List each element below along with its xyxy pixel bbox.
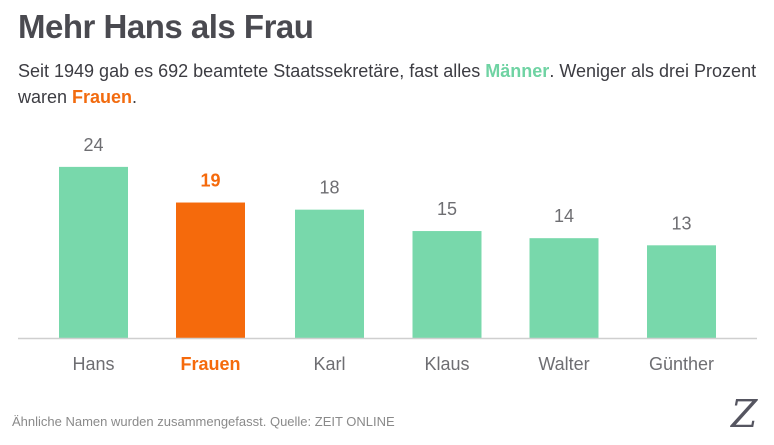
bar-walter bbox=[529, 238, 599, 338]
value-label-klaus: 15 bbox=[437, 199, 457, 219]
value-label-karl: 18 bbox=[319, 178, 339, 198]
category-label-hans: Hans bbox=[72, 354, 114, 374]
subtitle-highlight-men: Männer bbox=[485, 61, 550, 81]
category-label-karl: Karl bbox=[313, 354, 345, 374]
subtitle-highlight-women: Frauen bbox=[72, 87, 133, 107]
bar-klaus bbox=[412, 231, 482, 338]
category-label-walter: Walter bbox=[538, 354, 589, 374]
category-label-frauen: Frauen bbox=[180, 354, 240, 374]
bar-karl bbox=[295, 209, 364, 338]
bar-hans bbox=[59, 166, 128, 338]
value-label-frauen: 19 bbox=[200, 171, 220, 191]
chart-subtitle: Seit 1949 gab es 692 beamtete Staatssekr… bbox=[18, 58, 758, 110]
chart-title: Mehr Hans als Frau bbox=[18, 8, 314, 45]
value-label-walter: 14 bbox=[554, 206, 574, 226]
value-label-günther: 13 bbox=[671, 213, 691, 233]
footnote-source: Ähnliche Namen wurden zusammengefasst. Q… bbox=[12, 414, 395, 429]
zeit-logo: Z bbox=[731, 392, 758, 436]
subtitle-text-1: Seit 1949 gab es 692 beamtete Staatssekr… bbox=[18, 61, 486, 81]
subtitle-text-3: . bbox=[132, 87, 138, 107]
bar-günther bbox=[647, 245, 716, 338]
bars-group: 24 Hans 19 Frauen 18 Karl 15 Klaus 14 Walter 13 Gün… bbox=[59, 135, 716, 374]
category-label-klaus: Klaus bbox=[424, 354, 469, 374]
category-label-günther: Günther bbox=[649, 354, 714, 374]
value-label-hans: 24 bbox=[83, 135, 103, 155]
bar-chart: 24 Hans 19 Frauen 18 Karl 15 Klaus 14 Walter 13 Gün… bbox=[18, 135, 757, 374]
bar-frauen bbox=[176, 202, 245, 338]
subtitle-text-2: . Weniger als drei Prozent waren bbox=[18, 61, 757, 107]
